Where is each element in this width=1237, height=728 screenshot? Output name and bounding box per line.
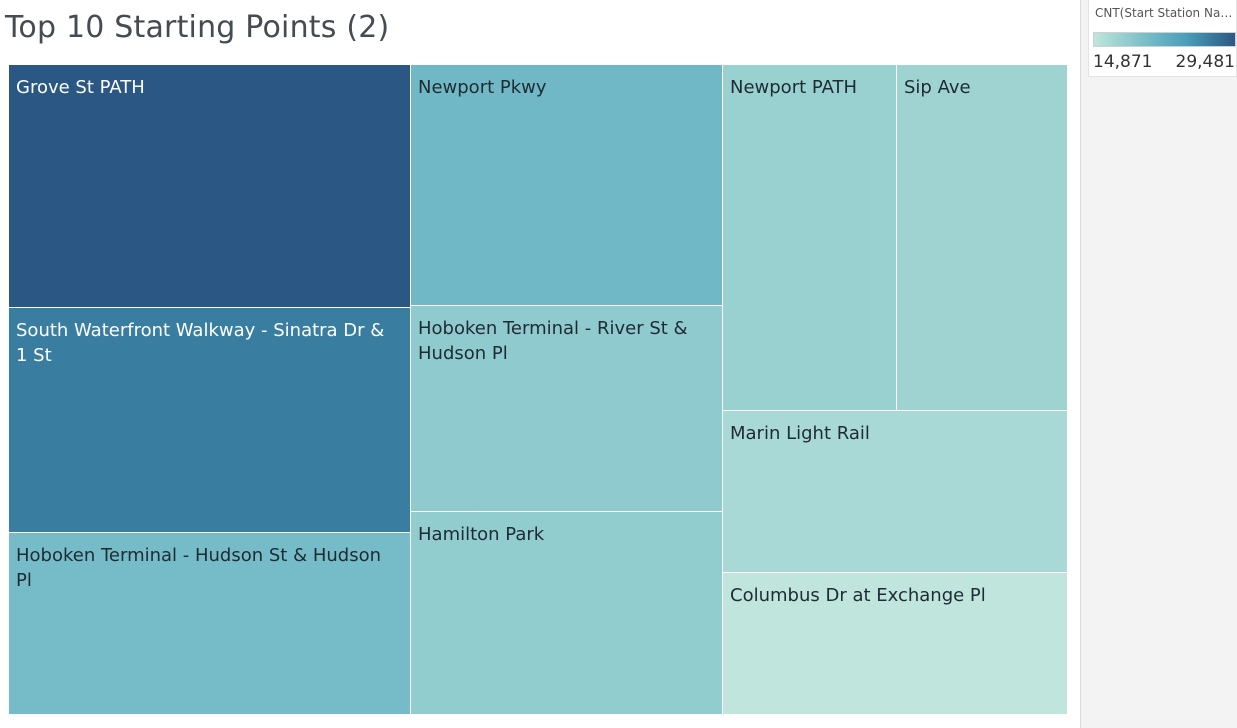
treemap-tile[interactable]: Hoboken Terminal - Hudson St & Hudson Pl [9, 533, 411, 715]
tile-label: Hoboken Terminal - Hudson St & Hudson Pl [16, 545, 382, 591]
legend-max-label: 29,481 [1175, 52, 1235, 72]
tile-label: Newport PATH [730, 77, 858, 98]
treemap-tile[interactable]: South Waterfront Walkway - Sinatra Dr & … [9, 308, 411, 533]
tile-label: Columbus Dr at Exchange Pl [730, 585, 986, 606]
tile-label: Hamilton Park [418, 524, 545, 545]
treemap-tile[interactable]: Newport PATH [723, 65, 897, 411]
treemap-tile[interactable]: Newport Pkwy [411, 65, 723, 306]
tile-label: Newport Pkwy [418, 77, 547, 98]
treemap-tile[interactable]: Grove St PATH [9, 65, 411, 308]
legend-min-label: 14,871 [1093, 52, 1153, 72]
chart-title: Top 10 Starting Points (2) [5, 10, 390, 45]
treemap-tile[interactable]: Columbus Dr at Exchange Pl [723, 573, 1068, 715]
treemap-tile[interactable]: Hamilton Park [411, 512, 723, 715]
treemap-tile[interactable]: Hoboken Terminal - River St & Hudson Pl [411, 306, 723, 512]
tile-label: Marin Light Rail [730, 423, 870, 444]
treemap: Grove St PATH South Waterfront Walkway - … [9, 65, 1068, 715]
treemap-tile[interactable]: Marin Light Rail [723, 411, 1068, 573]
tile-label: Hoboken Terminal - River St & Hudson Pl [418, 318, 688, 364]
legend-color-ramp [1093, 32, 1236, 47]
tile-label: South Waterfront Walkway - Sinatra Dr & … [16, 320, 385, 366]
legend-title: CNT(Start Station Nam... [1095, 6, 1235, 20]
tile-label: Grove St PATH [16, 77, 145, 98]
treemap-tile[interactable]: Sip Ave [897, 65, 1068, 411]
color-legend: CNT(Start Station Nam... 14,871 29,481 [1088, 0, 1237, 77]
tile-label: Sip Ave [904, 77, 971, 98]
right-panel [1080, 0, 1237, 728]
